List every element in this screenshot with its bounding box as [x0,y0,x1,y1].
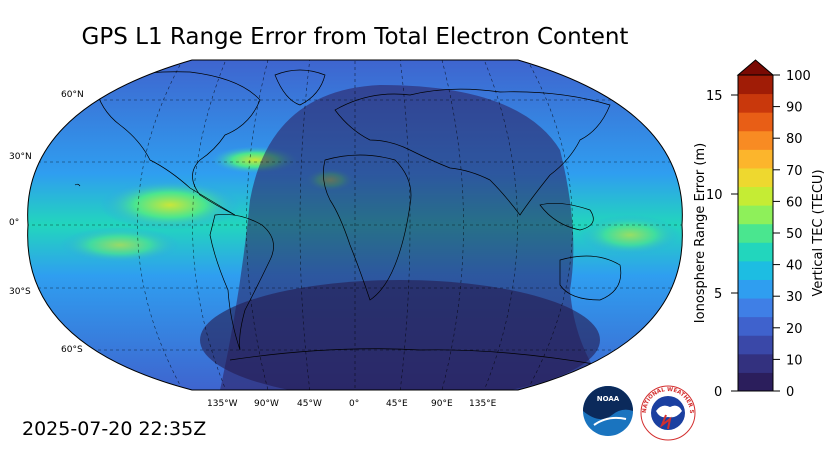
right-tick-label: 90 [786,101,803,116]
nws-logo: NATIONAL WEATHER SERVICE [640,385,696,441]
lon-label-135e: 135°E [469,399,497,409]
colorbar-band [738,372,773,392]
lat-label-30n: 30°N [9,152,32,162]
colorbar-band [738,186,773,206]
colorbar-band [738,279,773,299]
colorbar-band [738,316,773,336]
lon-label-0: 0° [349,399,359,409]
graticule [27,60,683,390]
noaa-logo: NOAA [583,386,633,436]
right-ticks [773,74,780,392]
right-tick-label: 60 [786,195,803,210]
right-tick-label: 80 [786,132,803,147]
timestamp: 2025-07-20 22:35Z [22,418,207,440]
lon-label-90e: 90°E [431,399,453,409]
lat-label-60n: 60°N [61,90,84,100]
lon-label-90w: 90°W [254,399,279,409]
lat-label-60s: 60°S [61,345,83,355]
colorbar-band [738,223,773,243]
colorbar-band [738,130,773,150]
right-tick-label: 50 [786,227,803,242]
colorbar-band [738,335,773,355]
noaa-logo-text: NOAA [597,395,620,403]
map-globe [27,60,683,390]
right-tick-label: 10 [786,353,803,368]
lon-label-45e: 45°E [386,399,408,409]
lat-label-0: 0° [9,218,19,228]
colorbar-band [738,149,773,169]
right-axis-label: Vertical TEC (TECU) [811,169,826,296]
left-ticks [731,94,738,392]
right-tick-label: 40 [786,259,803,274]
left-tick-15: 15 [706,89,723,104]
colorbar-band [738,167,773,188]
colorbar-band [738,298,773,318]
globe-outline [27,59,683,391]
colorbar-band [738,242,773,262]
left-tick-0: 0 [714,385,722,400]
colorbar-band [738,205,773,225]
left-tick-5: 5 [714,287,722,302]
colorbar-extend-arrow [738,60,773,75]
colorbar-band [738,353,773,373]
lon-label-135w: 135°W [207,399,238,409]
right-tick-label: 0 [786,385,794,400]
right-tick-label: 30 [786,290,803,305]
left-axis-label: Ionosphere Range Error (m) [693,143,708,323]
colorbar-band [738,260,773,280]
right-tick-label: 20 [786,322,803,337]
right-tick-label: 70 [786,164,803,179]
right-tick-label: 100 [786,69,811,84]
colorbar-band [738,93,773,113]
left-tick-10: 10 [706,188,723,203]
colorbar-band [738,112,773,132]
lat-label-30s: 30°S [9,287,31,297]
lon-label-45w: 45°W [297,399,322,409]
coastlines [74,69,622,366]
chart-title: GPS L1 Range Error from Total Electron C… [81,24,629,50]
colorbar-band [738,75,773,95]
colorbar-bands [738,75,773,392]
